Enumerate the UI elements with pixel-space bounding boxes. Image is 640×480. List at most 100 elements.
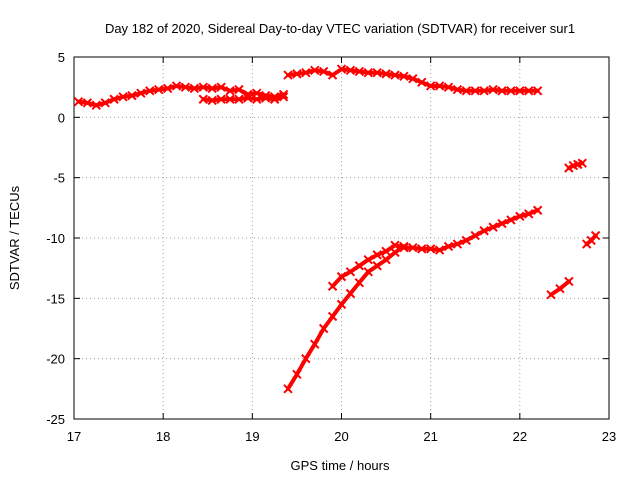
data-point [506,215,516,225]
x-tick-label: 23 [602,429,616,444]
data-point [372,250,382,260]
y-tick-label: -25 [46,412,65,427]
data-point [243,93,253,103]
series-satellite-c [283,64,543,96]
data-points [73,64,601,394]
series-satellite-h [582,230,601,249]
x-tick-label: 22 [513,429,527,444]
data-point [136,88,146,98]
series-trace [201,94,286,103]
data-point [234,94,244,104]
data-point [345,288,356,299]
data-point [301,353,311,364]
y-tick-label: 0 [58,110,65,125]
y-tick-label: -15 [46,291,65,306]
data-point [479,226,489,236]
data-point [461,86,472,96]
data-point [381,255,391,265]
data-point [399,242,409,253]
data-point [327,311,338,322]
data-point [354,261,365,271]
data-point [452,84,463,95]
data-point [310,339,320,349]
data-point [372,67,382,78]
y-tick-label: -20 [46,352,65,367]
data-point [363,67,373,78]
data-point [91,100,101,110]
data-point [269,94,280,104]
data-point [488,84,498,95]
data-point [318,66,329,77]
x-tick-label: 21 [423,429,437,444]
data-point [532,86,543,96]
x-tick-label: 19 [245,429,259,444]
data-point [278,92,289,102]
data-point [515,211,525,221]
y-tick-label: -5 [53,171,65,186]
data-point [283,384,293,394]
data-point [488,222,498,232]
data-point [345,267,356,277]
data-point [564,163,574,173]
data-point [381,246,391,256]
series-satellite-d [283,241,409,394]
data-point [216,82,226,92]
data-point [109,94,119,104]
data-point [198,82,208,92]
data-point [301,67,311,78]
data-point [207,83,217,94]
data-point [292,369,302,380]
series-satellite-b [198,92,289,106]
data-point [417,77,427,88]
data-point [443,82,454,92]
x-tick-label: 18 [156,429,170,444]
x-tick-label: 20 [334,429,348,444]
data-point [479,86,489,96]
data-point [452,239,463,249]
data-point [336,299,347,310]
data-point [225,86,235,96]
chart-title: Day 182 of 2020, Sidereal Day-to-day VTE… [105,21,575,36]
data-point [261,93,271,103]
data-point [145,86,155,96]
data-point [524,209,534,219]
data-point [564,276,574,287]
data-point [354,277,365,288]
data-point [399,71,409,82]
data-point [532,205,543,215]
data-point [470,86,480,96]
grid-lines [74,57,609,419]
data-point [327,281,338,291]
data-point [127,90,137,101]
data-point [318,323,329,334]
data-point [443,241,454,252]
data-point [417,244,427,254]
data-point [590,230,601,241]
data-point [100,98,110,108]
data-point [207,95,217,106]
data-point [180,82,191,92]
data-point [162,83,173,94]
data-point [425,244,436,254]
data-point [283,70,293,80]
data-point [497,218,507,229]
data-point [408,242,418,253]
series-satellite-g [564,158,587,173]
data-point [372,261,382,271]
data-point [336,271,347,282]
data-point [327,70,338,80]
data-point [363,267,373,277]
data-point [434,245,445,255]
data-point [434,81,445,91]
data-point [345,65,356,75]
series-satellite-e [327,205,543,291]
x-axis-label: GPS time / hours [291,458,390,473]
series-satellite-f [546,276,574,300]
data-point [524,86,534,96]
data-point [252,94,262,104]
data-point [515,86,525,96]
y-axis-label: SDTVAR / TECUs [7,185,22,290]
data-point [354,66,365,77]
data-point [234,84,244,95]
